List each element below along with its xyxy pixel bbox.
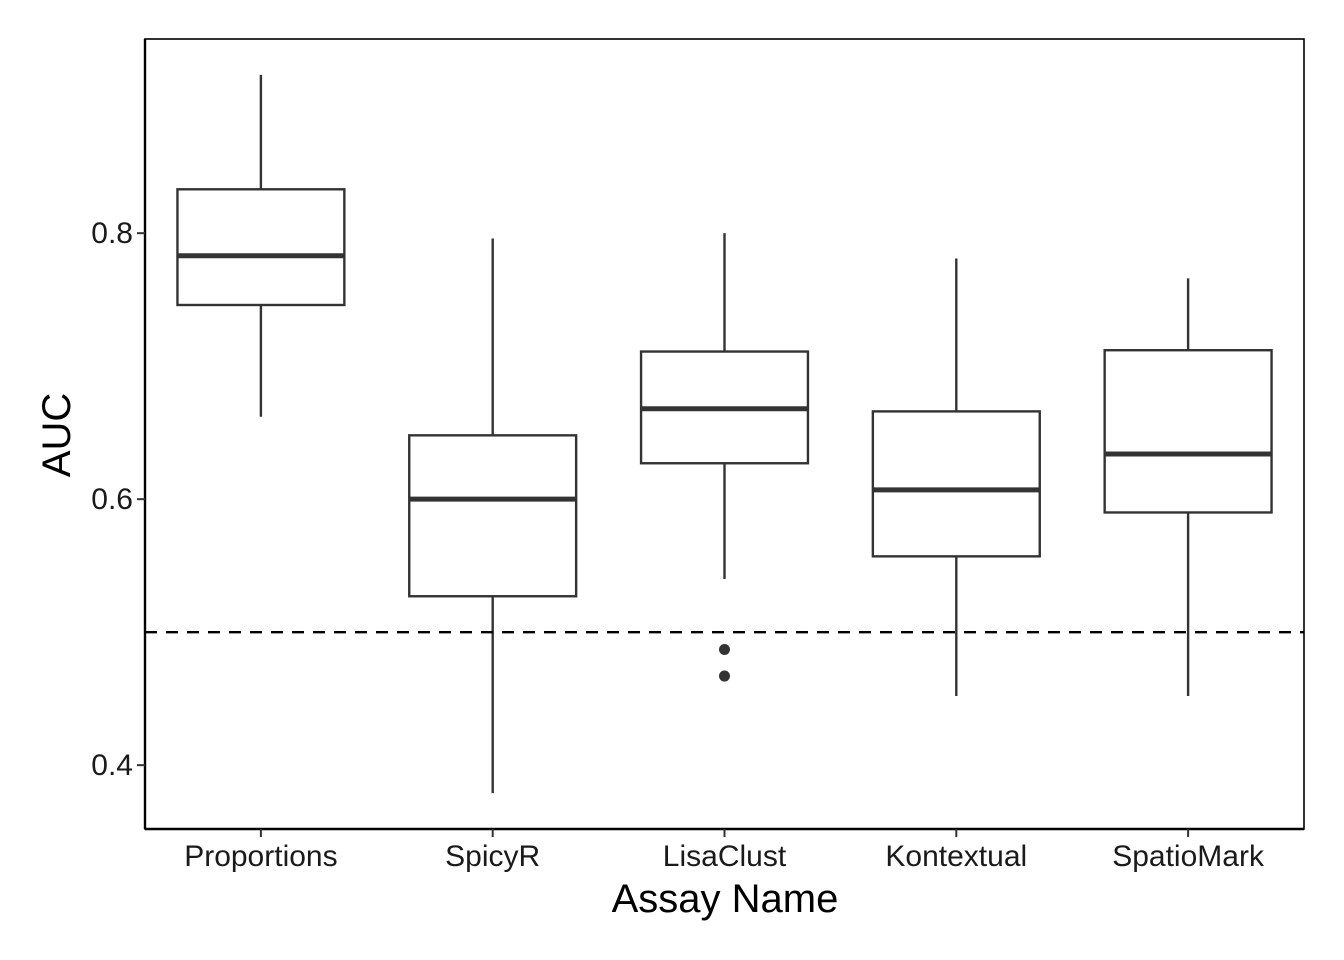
iqr-box	[871, 410, 1041, 558]
box-lisaclust	[639, 233, 810, 682]
x-tick-label: Proportions	[184, 840, 337, 873]
x-tick-label: SpicyR	[445, 840, 540, 873]
axes: 0.4 0.6 0.8 Proportions SpicyR LisaClust Konte…	[91, 39, 1304, 873]
plot-area	[144, 38, 1305, 830]
y-tick-label: 0.6	[91, 483, 133, 516]
y-tick-label: 0.8	[91, 217, 133, 250]
x-tick-label: Kontextual	[885, 840, 1027, 873]
box-spatiomark	[1103, 278, 1273, 697]
box-kontextual	[871, 258, 1041, 697]
y-tick-label: 0.4	[91, 749, 133, 782]
outlier-point	[719, 643, 730, 655]
iqr-box	[176, 188, 346, 307]
x-tick-label: LisaClust	[663, 840, 787, 873]
iqr-box	[408, 434, 578, 598]
x-tick-label: SpatioMark	[1112, 840, 1265, 873]
box-spicyr	[408, 238, 578, 794]
box-proportions	[176, 74, 346, 417]
outlier-point	[719, 670, 730, 682]
iqr-box	[1103, 349, 1273, 514]
x-axis-title: Assay Name	[612, 877, 839, 921]
y-axis-title: AUC	[35, 393, 79, 477]
